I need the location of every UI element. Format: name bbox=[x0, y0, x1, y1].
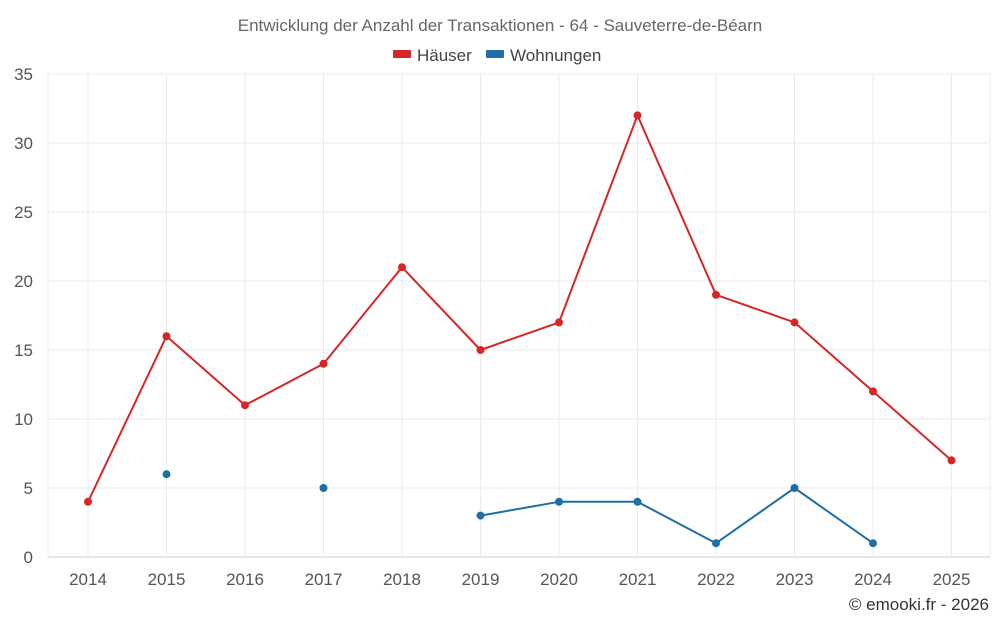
grid bbox=[47, 73, 991, 558]
chart-title: Entwicklung der Anzahl der Transaktionen… bbox=[238, 16, 762, 35]
x-tick-label: 2025 bbox=[933, 570, 971, 589]
data-point[interactable] bbox=[633, 497, 642, 506]
data-point[interactable] bbox=[712, 539, 720, 548]
x-tick-label: 2017 bbox=[305, 570, 343, 589]
data-point[interactable] bbox=[476, 346, 485, 354]
x-tick-label: 2023 bbox=[776, 570, 814, 589]
data-point[interactable] bbox=[869, 539, 877, 548]
x-tick-label: 2021 bbox=[619, 570, 657, 589]
data-point[interactable] bbox=[869, 387, 877, 396]
x-tick-label: 2019 bbox=[462, 570, 500, 589]
data-point[interactable] bbox=[162, 470, 171, 479]
x-tick-label: 2022 bbox=[697, 570, 735, 589]
legend-item[interactable]: Wohnungen bbox=[486, 46, 601, 65]
x-axis: 2014 2015 2016 2017 2018 2019 2020 2021 2022 2023… bbox=[69, 570, 970, 589]
x-tick-label: 2015 bbox=[148, 570, 186, 589]
data-point[interactable] bbox=[319, 484, 328, 492]
legend-item[interactable]: Häuser bbox=[393, 46, 472, 65]
data-point[interactable] bbox=[947, 456, 956, 465]
data-point[interactable] bbox=[398, 263, 406, 272]
y-tick-label: 35 bbox=[14, 65, 33, 84]
data-point[interactable] bbox=[790, 484, 799, 492]
x-tick-label: 2020 bbox=[540, 570, 578, 589]
y-tick-label: 10 bbox=[14, 410, 33, 429]
y-tick-label: 30 bbox=[14, 134, 33, 153]
data-point[interactable] bbox=[84, 497, 92, 506]
series-1 bbox=[162, 470, 877, 548]
y-tick-label: 0 bbox=[24, 548, 33, 567]
legend: Häuser Wohnungen bbox=[393, 46, 601, 65]
x-tick-label: 2014 bbox=[69, 570, 107, 589]
data-point[interactable] bbox=[790, 318, 799, 327]
data-point[interactable] bbox=[712, 290, 720, 299]
data-point[interactable] bbox=[633, 111, 642, 120]
series-0 bbox=[84, 111, 956, 506]
y-axis: 0 5 10 15 20 25 30 35 bbox=[14, 65, 33, 567]
y-tick-label: 25 bbox=[14, 203, 33, 222]
data-point[interactable] bbox=[555, 318, 563, 327]
series-line bbox=[480, 487, 874, 545]
y-tick-label: 20 bbox=[14, 272, 33, 291]
data-point[interactable] bbox=[162, 332, 171, 341]
x-tick-label: 2016 bbox=[226, 570, 264, 589]
data-point[interactable] bbox=[319, 359, 328, 368]
legend-swatch bbox=[486, 50, 504, 58]
legend-swatch bbox=[393, 50, 411, 58]
legend-label: Wohnungen bbox=[510, 46, 601, 65]
series-line bbox=[87, 114, 953, 503]
x-tick-label: 2018 bbox=[383, 570, 421, 589]
data-point[interactable] bbox=[555, 497, 563, 506]
x-tick-label: 2024 bbox=[854, 570, 892, 589]
y-tick-label: 5 bbox=[24, 479, 33, 498]
data-point[interactable] bbox=[476, 511, 485, 520]
y-tick-label: 15 bbox=[14, 341, 33, 360]
data-point[interactable] bbox=[241, 401, 249, 410]
credit-text: © emooki.fr - 2026 bbox=[849, 595, 989, 614]
series-layer bbox=[84, 111, 956, 548]
legend-label: Häuser bbox=[417, 46, 472, 65]
